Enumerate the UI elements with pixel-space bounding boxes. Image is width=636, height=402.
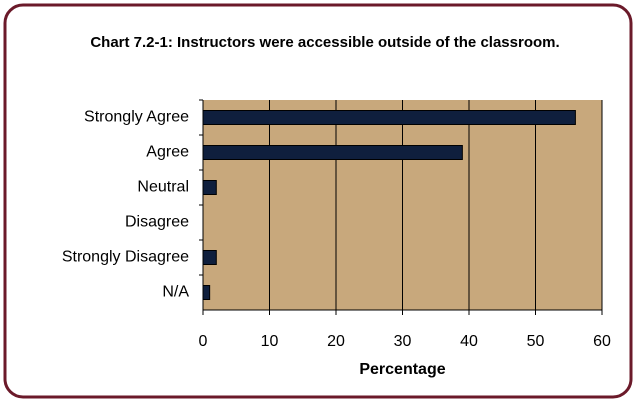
chart-title: Chart 7.2-1: Instructors were accessible… bbox=[90, 34, 560, 51]
y-tick-label: Strongly Disagree bbox=[62, 249, 189, 266]
x-tick-label: 30 bbox=[394, 333, 412, 350]
y-tick-label: Agree bbox=[146, 144, 189, 161]
x-tick-label: 60 bbox=[593, 333, 611, 350]
x-tick-label: 20 bbox=[327, 333, 345, 350]
bar bbox=[202, 285, 211, 300]
bar bbox=[202, 110, 576, 125]
bar bbox=[202, 145, 463, 160]
bar bbox=[202, 180, 217, 195]
y-tick-label: Strongly Agree bbox=[84, 109, 189, 126]
x-tick-label: 0 bbox=[199, 333, 208, 350]
y-tick-label: Neutral bbox=[137, 179, 189, 196]
x-tick-label: 50 bbox=[527, 333, 545, 350]
y-tick-label: N/A bbox=[162, 284, 189, 301]
x-axis-label: Percentage bbox=[359, 361, 445, 378]
x-tick-label: 10 bbox=[261, 333, 279, 350]
y-tick-label: Disagree bbox=[125, 214, 189, 231]
x-tick-label: 40 bbox=[460, 333, 478, 350]
bar bbox=[202, 250, 217, 265]
